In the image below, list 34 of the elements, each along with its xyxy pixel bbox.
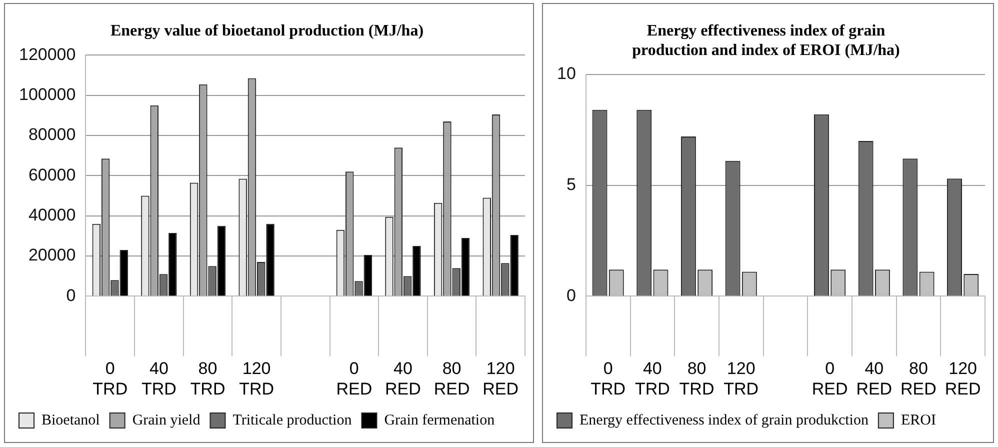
- x-tick-label: 80 TRD: [679, 359, 714, 398]
- y-tick-label: 120000: [18, 44, 76, 64]
- legend-label: EROI: [900, 412, 936, 428]
- y-tick-label: 5: [566, 174, 576, 194]
- x-tick-label: 120 TRD: [239, 359, 274, 398]
- chart-title: Energy value of bioetanol production (MJ/ha): [110, 22, 424, 40]
- legend-label: Bioetanol: [42, 412, 100, 428]
- x-tick-label: 40 RED: [385, 359, 421, 398]
- y-tick-label: 80000: [28, 125, 76, 144]
- x-tick-label: 0 TRD: [92, 359, 128, 398]
- y-tick-label: 0: [566, 286, 576, 305]
- y-tick-label: 20000: [28, 246, 76, 265]
- legend-label: Grain yield: [132, 412, 201, 428]
- y-tick-label: 100000: [18, 85, 76, 104]
- x-tick-label: 120 RED: [482, 359, 519, 398]
- y-tick-label: 60000: [28, 165, 76, 184]
- x-tick-label: 80 TRD: [190, 359, 226, 398]
- legend-label: Grain fermenation: [384, 412, 496, 428]
- x-tick-label: 40 TRD: [634, 359, 670, 398]
- x-tick-label: 120 RED: [944, 359, 981, 398]
- x-tick-label: 0 RED: [336, 359, 372, 398]
- x-tick-label: 120 TRD: [724, 359, 759, 398]
- x-tick-label: 80 RED: [900, 359, 936, 398]
- y-tick-label: 10: [556, 64, 576, 84]
- x-tick-label: 0 RED: [812, 359, 848, 398]
- legend-label: Energy effectiveness index of grain produkction: [580, 412, 869, 428]
- x-tick-label: 40 TRD: [141, 359, 176, 398]
- legend-label: Triticale production: [232, 412, 352, 428]
- x-tick-label: 0 TRD: [590, 359, 626, 398]
- chart-title: Energy effectiveness index of grain production and index of EROI (MJ/ha): [632, 22, 900, 59]
- x-tick-label: 80 RED: [434, 359, 470, 398]
- x-tick-label: 40 RED: [856, 359, 892, 398]
- y-tick-label: 0: [66, 286, 76, 305]
- y-tick-label: 40000: [28, 206, 76, 225]
